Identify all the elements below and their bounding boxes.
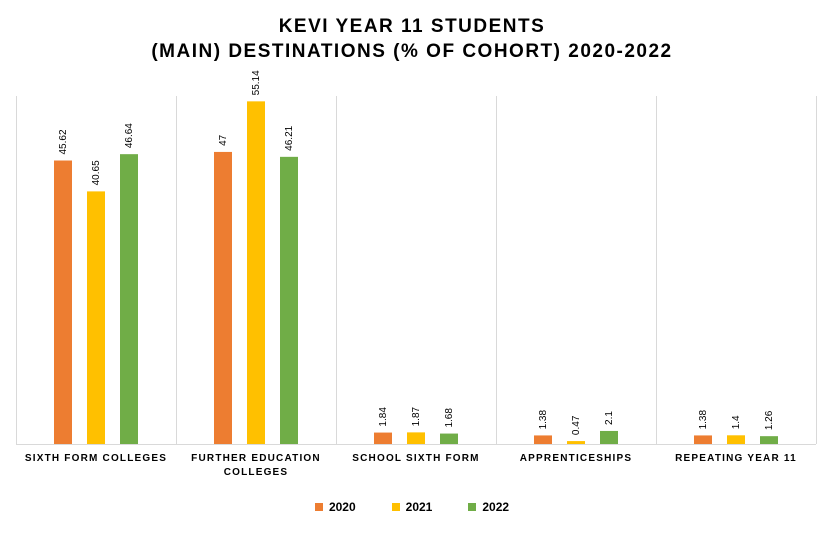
- bar-2020-3: [534, 435, 552, 444]
- bar-2022-2: [440, 433, 458, 444]
- bar-2022-0: [120, 154, 138, 444]
- chart-title-line-1: KEVI YEAR 11 STUDENTS: [278, 16, 546, 37]
- legend-label-2022: 2022: [482, 500, 510, 514]
- data-label: 46.64: [124, 123, 135, 148]
- data-label: 1.38: [538, 410, 549, 430]
- bar-2020-2: [374, 432, 392, 444]
- bar-2022-4: [760, 436, 778, 444]
- legend-label-2020: 2020: [328, 500, 356, 514]
- bar-2021-1: [247, 101, 265, 444]
- data-label: 45.62: [58, 129, 69, 154]
- bar-2021-3: [567, 441, 585, 444]
- bar-2020-4: [694, 435, 712, 444]
- data-label: 1.26: [764, 410, 775, 430]
- bar-2021-0: [87, 191, 105, 444]
- data-label: 1.4: [731, 415, 742, 429]
- chart-title-line-2: (MAIN) DESTINATIONS (% OF COHORT) 2020-2…: [151, 41, 673, 62]
- legend-swatch-2022: [468, 503, 477, 511]
- data-label: 55.14: [251, 70, 262, 95]
- data-label: 40.65: [91, 160, 102, 185]
- bar-2022-1: [280, 156, 298, 444]
- legend-swatch-2021: [391, 503, 400, 511]
- data-label: 1.87: [411, 406, 422, 426]
- data-label: 46.21: [284, 125, 295, 150]
- data-label: 1.84: [378, 407, 389, 427]
- data-label: 1.68: [444, 408, 455, 428]
- legend-item-2022: 2022: [468, 500, 509, 514]
- category-label: REPEATING YEAR 11: [675, 453, 797, 464]
- chart-legend: 2020 2021 2022: [0, 500, 824, 514]
- data-label: 0.47: [571, 415, 582, 435]
- data-label: 2.1: [604, 411, 615, 425]
- data-label: 47: [218, 134, 229, 146]
- bar-2021-2: [407, 432, 425, 444]
- category-label: SIXTH FORM COLLEGES: [25, 453, 167, 464]
- bar-2020-1: [214, 151, 232, 444]
- legend-swatch-2020: [314, 503, 323, 511]
- category-label: SCHOOL SIXTH FORM: [352, 453, 479, 464]
- category-label: COLLEGES: [224, 467, 289, 478]
- category-label: FURTHER EDUCATION: [191, 453, 321, 464]
- bar-2021-4: [727, 435, 745, 444]
- legend-item-2021: 2021: [391, 500, 433, 514]
- legend-item-2020: 2020: [314, 500, 356, 514]
- chart-title: KEVI YEAR 11 STUDENTS (MAIN) DESTINATION…: [0, 14, 824, 64]
- legend-label-2021: 2021: [405, 500, 433, 514]
- data-label: 1.38: [698, 410, 709, 430]
- bar-2020-0: [54, 160, 72, 445]
- category-label: APPRENTICESHIPS: [520, 453, 632, 464]
- bar-2022-3: [600, 430, 618, 444]
